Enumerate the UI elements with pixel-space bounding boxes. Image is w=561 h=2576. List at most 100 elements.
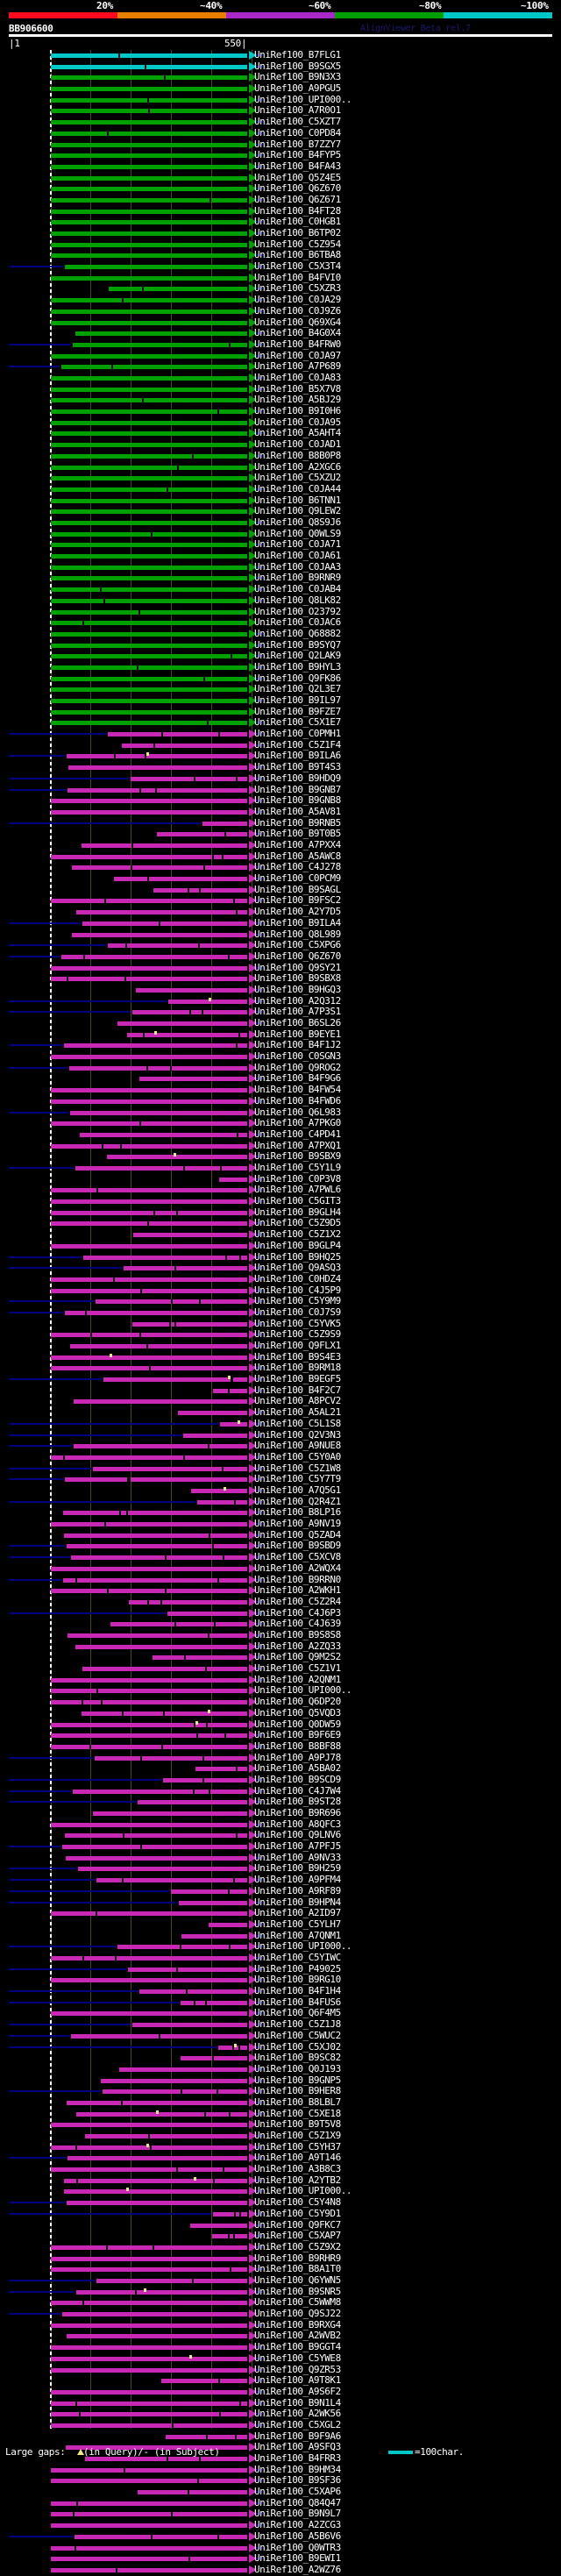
- hit-row[interactable]: UniRef100_A2ZQ33: [0, 1640, 561, 1653]
- hit-label[interactable]: UniRef100_Q2L3E7: [254, 683, 341, 695]
- hit-row[interactable]: UniRef100_B9RXG4: [0, 2319, 561, 2331]
- hit-bar[interactable]: [181, 2056, 247, 2061]
- hit-row[interactable]: UniRef100_B9RNR9: [0, 572, 561, 584]
- hit-label[interactable]: UniRef100_C0HDZ4: [254, 1272, 341, 1284]
- hit-row[interactable]: UniRef100_B9R696: [0, 1807, 561, 1819]
- hit-label[interactable]: UniRef100_C0HGB1: [254, 216, 341, 228]
- hit-row[interactable]: UniRef100_A9S6F2: [0, 2386, 561, 2398]
- hit-label[interactable]: UniRef100_Q6Z670: [254, 950, 341, 962]
- hit-bar[interactable]: [51, 1978, 247, 1983]
- hit-bar[interactable]: [51, 2356, 247, 2361]
- hit-row[interactable]: UniRef100_C5Z954: [0, 238, 561, 251]
- hit-bar[interactable]: [67, 1633, 247, 1638]
- hit-label[interactable]: UniRef100_C0JAA3: [254, 560, 341, 573]
- hit-label[interactable]: UniRef100_C4PD41: [254, 1128, 341, 1140]
- hit-bar[interactable]: [177, 1411, 247, 1416]
- hit-label[interactable]: UniRef100_B4G0X4: [254, 327, 341, 339]
- hit-bar[interactable]: [63, 1577, 247, 1583]
- hit-label[interactable]: UniRef100_B7ZZY7: [254, 138, 341, 150]
- hit-row[interactable]: UniRef100_Q2V3N3: [0, 1429, 561, 1441]
- hit-label[interactable]: UniRef100_Q0WTR3: [254, 2541, 341, 2553]
- hit-label[interactable]: UniRef100_Q0DW59: [254, 1718, 341, 1730]
- hit-label[interactable]: UniRef100_B9ILA4: [254, 916, 341, 929]
- hit-row[interactable]: UniRef100_UPI000..: [0, 94, 561, 106]
- hit-bar[interactable]: [51, 209, 247, 214]
- hit-label[interactable]: UniRef100_B9RHR9: [254, 2252, 341, 2264]
- hit-label[interactable]: UniRef100_A8QFC3: [254, 1818, 341, 1830]
- hit-row[interactable]: UniRef100_B4FUS6: [0, 1996, 561, 2009]
- hit-bar[interactable]: [51, 598, 247, 603]
- hit-label[interactable]: UniRef100_B9SYQ7: [254, 638, 341, 651]
- hit-row[interactable]: UniRef100_C5Z9D5: [0, 1217, 561, 1229]
- hit-bar[interactable]: [51, 298, 247, 303]
- hit-label[interactable]: UniRef100_B9RNR9: [254, 572, 341, 584]
- hit-bar[interactable]: [132, 2023, 247, 2028]
- hit-label[interactable]: UniRef100_A7QNM1: [254, 1929, 341, 1941]
- hit-label[interactable]: UniRef100_B9HER8: [254, 2085, 341, 2097]
- hit-bar[interactable]: [51, 965, 247, 971]
- hit-label[interactable]: UniRef100_B9RM18: [254, 1362, 341, 1374]
- hit-bar[interactable]: [51, 320, 247, 325]
- hit-row[interactable]: UniRef100_B9HPN4: [0, 1896, 561, 1909]
- hit-row[interactable]: UniRef100_UPI000..: [0, 1940, 561, 1953]
- hit-row[interactable]: UniRef100_P49025: [0, 1963, 561, 1975]
- hit-label[interactable]: UniRef100_Q8S9J6: [254, 516, 341, 528]
- hit-label[interactable]: UniRef100_C5XZR3: [254, 282, 341, 295]
- hit-row[interactable]: UniRef100_A5AL21: [0, 1406, 561, 1419]
- hit-row[interactable]: UniRef100_B9RHR9: [0, 2252, 561, 2265]
- hit-row[interactable]: UniRef100_B9HQ25: [0, 1251, 561, 1263]
- hit-bar[interactable]: [51, 398, 247, 403]
- hit-label[interactable]: UniRef100_B9SC82: [254, 2052, 341, 2064]
- hit-bar[interactable]: [51, 242, 247, 247]
- hit-label[interactable]: UniRef100_B9FZE7: [254, 705, 341, 717]
- hit-bar[interactable]: [84, 2134, 247, 2139]
- hit-label[interactable]: UniRef100_C5XAP6: [254, 2486, 341, 2498]
- hit-row[interactable]: UniRef100_C0J9Z6: [0, 305, 561, 317]
- hit-label[interactable]: UniRef100_B9ILA6: [254, 750, 341, 762]
- hit-label[interactable]: UniRef100_Q6L983: [254, 1106, 341, 1118]
- hit-row[interactable]: UniRef100_O23792: [0, 606, 561, 618]
- hit-row[interactable]: UniRef100_C5Y1L9: [0, 1162, 561, 1174]
- hit-bar[interactable]: [171, 1889, 247, 1894]
- hit-label[interactable]: UniRef100_C5XPG6: [254, 939, 341, 951]
- hit-row[interactable]: UniRef100_Q2L3E7: [0, 683, 561, 695]
- hit-label[interactable]: UniRef100_A2YTB2: [254, 2174, 341, 2186]
- hit-label[interactable]: UniRef100_B9EGF5: [254, 1373, 341, 1385]
- hit-bar[interactable]: [62, 1511, 247, 1516]
- hit-bar[interactable]: [190, 1489, 247, 1493]
- hit-row[interactable]: UniRef100_Q9ROG2: [0, 1062, 561, 1074]
- hit-row[interactable]: UniRef100_B9T0B5: [0, 828, 561, 840]
- hit-label[interactable]: UniRef100_C5Y0A0: [254, 1450, 341, 1462]
- hit-bar[interactable]: [212, 2211, 247, 2217]
- hit-label[interactable]: UniRef100_C5WWM8: [254, 2296, 341, 2309]
- hit-label[interactable]: UniRef100_Q6Z670: [254, 182, 341, 195]
- hit-bar[interactable]: [138, 2490, 247, 2495]
- hit-row[interactable]: UniRef100_A5BJ29: [0, 394, 561, 406]
- hit-row[interactable]: UniRef100_Q5ZAD4: [0, 1529, 561, 1541]
- hit-row[interactable]: UniRef100_Q0WLS9: [0, 528, 561, 540]
- hit-row[interactable]: UniRef100_B4FW54: [0, 1084, 561, 1096]
- hit-row[interactable]: UniRef100_B6TBA8: [0, 249, 561, 261]
- hit-label[interactable]: UniRef100_C0JAC6: [254, 616, 341, 629]
- hit-label[interactable]: UniRef100_A5B6V6: [254, 2530, 341, 2542]
- hit-row[interactable]: UniRef100_B4FYP5: [0, 149, 561, 161]
- hit-row[interactable]: UniRef100_A7PXX4: [0, 839, 561, 851]
- hit-label[interactable]: UniRef100_C5Y4N8: [254, 2196, 341, 2209]
- hit-bar[interactable]: [78, 1867, 247, 1872]
- hit-bar[interactable]: [51, 1455, 247, 1460]
- hit-row[interactable]: UniRef100_A2WZ76: [0, 2564, 561, 2576]
- hit-bar[interactable]: [51, 498, 247, 503]
- hit-label[interactable]: UniRef100_C0JA29: [254, 294, 341, 306]
- hit-label[interactable]: UniRef100_C5Z1J8: [254, 2018, 341, 2031]
- hit-bar[interactable]: [117, 1021, 247, 1027]
- hit-bar[interactable]: [51, 453, 247, 459]
- hit-bar[interactable]: [156, 832, 247, 837]
- hit-label[interactable]: UniRef100_A9NUE8: [254, 1440, 341, 1452]
- hit-bar[interactable]: [51, 309, 247, 314]
- hit-label[interactable]: UniRef100_C4J639: [254, 1618, 341, 1630]
- hit-row[interactable]: UniRef100_Q9FKC7: [0, 2219, 561, 2231]
- hit-label[interactable]: UniRef100_C5XE18: [254, 2107, 341, 2119]
- hit-label[interactable]: UniRef100_A7PFJ5: [254, 1840, 341, 1853]
- hit-row[interactable]: UniRef100_C5Z1F4: [0, 739, 561, 751]
- hit-bar[interactable]: [51, 376, 247, 381]
